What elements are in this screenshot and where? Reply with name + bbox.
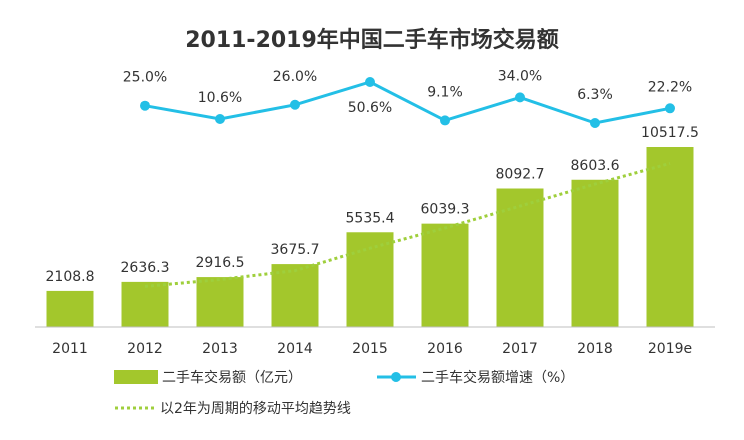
legend-bar-swatch bbox=[114, 370, 158, 384]
legend-growth-label: 二手车交易额增速（%） bbox=[421, 369, 574, 386]
bar-value-label-2017: 8092.7 bbox=[496, 166, 545, 182]
bar-value-label-2019e: 10517.5 bbox=[641, 125, 699, 141]
growth-point-2019e bbox=[665, 103, 675, 114]
growth-value-label-2012: 25.0% bbox=[123, 70, 167, 86]
growth-value-label-2019e: 22.2% bbox=[648, 79, 692, 95]
x-tick-label-2014: 2014 bbox=[277, 341, 313, 357]
bar-value-label-2012: 2636.3 bbox=[121, 260, 170, 276]
x-tick-label-2015: 2015 bbox=[352, 341, 388, 357]
x-axis-ticks: 2011 2012 2013 2014 2015 2016 2017 2018 2019e bbox=[52, 341, 692, 357]
bar-2012 bbox=[121, 281, 169, 327]
bar-value-label-2011: 2108.8 bbox=[46, 269, 95, 285]
growth-point-2016 bbox=[440, 115, 450, 126]
trendline bbox=[144, 161, 671, 288]
bars-layer: 2108.8 2636.3 2916.5 3675.7 5535.4 6039.3 8092… bbox=[46, 125, 699, 327]
growth-line bbox=[144, 80, 671, 125]
bar-2014 bbox=[271, 264, 319, 327]
bar-value-label-2016: 6039.3 bbox=[421, 202, 470, 218]
bar-value-label-2018: 8603.6 bbox=[571, 158, 620, 174]
chart-title: 2011-2019年中国二手车市场交易额 bbox=[185, 27, 559, 53]
growth-point-2013 bbox=[215, 114, 225, 125]
growth-value-label-2013: 10.6% bbox=[198, 90, 242, 106]
bar-value-label-2015: 5535.4 bbox=[346, 210, 395, 226]
bar-2019e bbox=[646, 147, 694, 327]
growth-point-2014 bbox=[290, 99, 300, 110]
bar-2011 bbox=[46, 290, 94, 327]
x-tick-label-2016: 2016 bbox=[427, 341, 463, 357]
growth-value-label-2015: 50.6% bbox=[348, 100, 392, 116]
growth-point-2018 bbox=[590, 118, 600, 128]
legend-growth-swatch-marker bbox=[391, 372, 401, 382]
growth-point-2017 bbox=[515, 92, 525, 103]
growth-value-label-2017: 34.0% bbox=[498, 68, 542, 84]
x-tick-label-2012: 2012 bbox=[127, 341, 163, 357]
legend: 二手车交易额（亿元） 二手车交易额增速（%） 以2年为周期的移动平均趋势线 bbox=[114, 369, 574, 417]
x-tick-label-2011: 2011 bbox=[52, 341, 88, 357]
bar-value-label-2014: 3675.7 bbox=[271, 242, 320, 258]
trendline-layer bbox=[144, 161, 671, 288]
growth-value-label-2014: 26.0% bbox=[273, 69, 317, 85]
x-tick-label-2019e: 2019e bbox=[648, 341, 692, 357]
bar-2013 bbox=[196, 277, 244, 327]
growth-line-layer: 25.0% 10.6% 26.0% 50.6% 9.1% 34.0% 6.3% 22.2% bbox=[123, 68, 692, 128]
bar-2017 bbox=[496, 188, 544, 327]
growth-point-2012 bbox=[140, 100, 150, 111]
growth-point-2015 bbox=[365, 77, 375, 87]
x-tick-label-2013: 2013 bbox=[202, 341, 238, 357]
legend-bar-label: 二手车交易额（亿元） bbox=[162, 369, 302, 386]
growth-value-label-2018: 6.3% bbox=[577, 87, 613, 103]
x-tick-label-2017: 2017 bbox=[502, 341, 538, 357]
bar-value-label-2013: 2916.5 bbox=[196, 255, 245, 271]
legend-trend-label: 以2年为周期的移动平均趋势线 bbox=[160, 401, 351, 417]
x-tick-label-2018: 2018 bbox=[577, 341, 613, 357]
growth-value-label-2016: 9.1% bbox=[427, 84, 463, 100]
bar-2015 bbox=[346, 232, 394, 327]
bar-2016 bbox=[421, 223, 469, 327]
bar-2018 bbox=[571, 179, 619, 327]
